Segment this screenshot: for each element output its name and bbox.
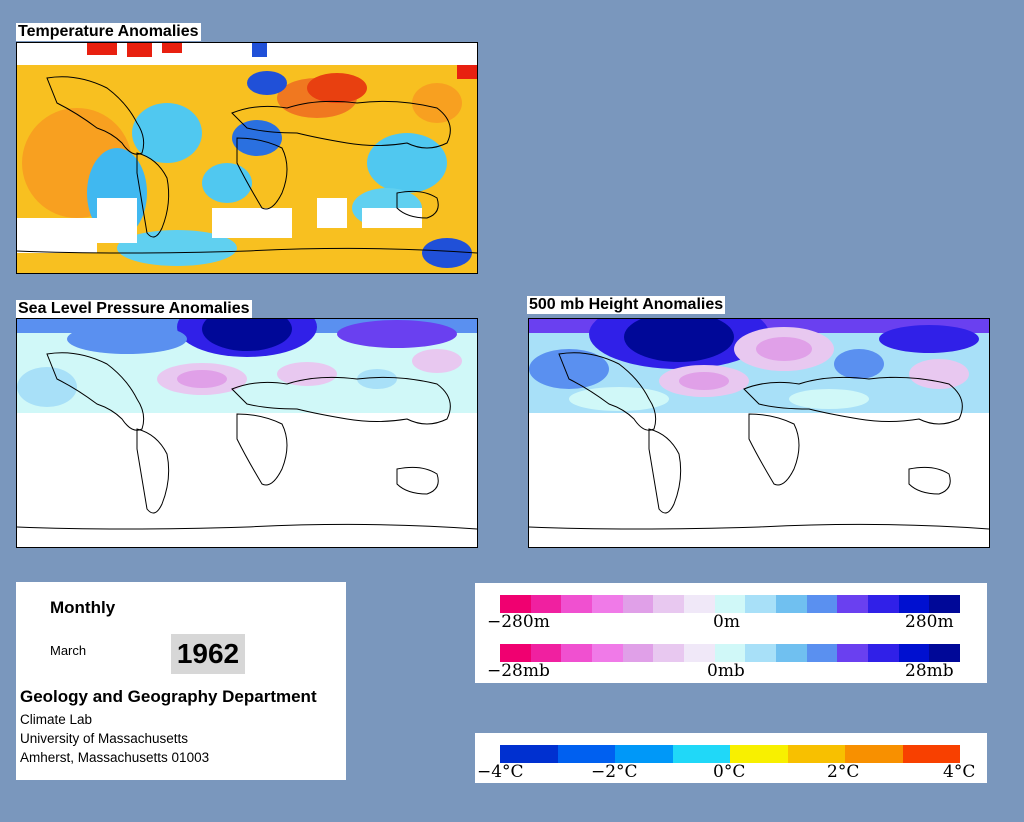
temp-label-4: 4°C bbox=[943, 762, 976, 782]
temp-swatch bbox=[672, 745, 730, 763]
coastlines bbox=[17, 76, 477, 254]
slp-swatch bbox=[653, 644, 685, 662]
temp-swatch bbox=[845, 745, 903, 763]
height-label-min: −280m bbox=[487, 612, 550, 632]
temp-swatch bbox=[787, 745, 845, 763]
slp-swatch bbox=[592, 644, 623, 662]
slp-swatch bbox=[806, 644, 838, 662]
height-label-max: 280m bbox=[905, 612, 954, 632]
temp-swatch bbox=[615, 745, 673, 763]
temp-swatch bbox=[730, 745, 788, 763]
year-label: 1962 bbox=[171, 634, 245, 674]
slp-label-zero: 0mb bbox=[707, 661, 745, 681]
slp-swatch bbox=[745, 644, 777, 662]
temperature-field bbox=[17, 43, 477, 268]
slp-swatch bbox=[561, 644, 593, 662]
period-label: Monthly bbox=[50, 598, 116, 617]
height-field bbox=[529, 319, 989, 413]
temp-label-1: −2°C bbox=[591, 762, 638, 782]
height-label-zero: 0m bbox=[713, 612, 740, 632]
temp-swatch bbox=[500, 745, 558, 763]
slp-color-bar bbox=[500, 644, 961, 662]
temp-swatch bbox=[902, 745, 960, 763]
slp-swatch bbox=[500, 644, 531, 662]
slp-swatch bbox=[684, 644, 715, 662]
slp-swatch bbox=[776, 644, 807, 662]
anomaly-legends: −280m 0m 280m −28mb 0mb 28mb bbox=[475, 583, 987, 683]
height-anomalies-title: 500 mb Height Anomalies bbox=[527, 296, 726, 314]
height-swatch bbox=[868, 595, 899, 613]
temperature-legend: −4°C −2°C 0°C 2°C 4°C bbox=[475, 733, 987, 783]
height-color-bar bbox=[500, 595, 961, 613]
height-swatch bbox=[745, 595, 777, 613]
temperature-anomaly-map bbox=[16, 42, 478, 274]
height-swatch bbox=[653, 595, 685, 613]
slp-swatch bbox=[837, 644, 869, 662]
address: Amherst, Massachusetts 01003 bbox=[20, 750, 210, 765]
slp-swatch bbox=[898, 644, 930, 662]
info-box: Monthly March 1962 Geology and Geography… bbox=[16, 582, 346, 780]
slp-swatch bbox=[868, 644, 899, 662]
sea-level-pressure-anomaly-map bbox=[16, 318, 478, 548]
temperature-anomalies-title: Temperature Anomalies bbox=[16, 23, 201, 41]
height-swatch bbox=[714, 595, 746, 613]
coastlines bbox=[17, 352, 477, 530]
height-swatch bbox=[500, 595, 531, 613]
slp-label-max: 28mb bbox=[905, 661, 954, 681]
height-swatch bbox=[530, 595, 562, 613]
lab-name: Climate Lab bbox=[20, 712, 93, 727]
height-swatch bbox=[622, 595, 654, 613]
height-swatch bbox=[898, 595, 930, 613]
slp-swatch bbox=[622, 644, 654, 662]
month-label: March bbox=[50, 643, 87, 658]
height-swatch bbox=[776, 595, 807, 613]
height-swatch bbox=[929, 595, 961, 613]
temp-label-3: 2°C bbox=[827, 762, 860, 782]
university-name: University of Massachusetts bbox=[20, 731, 189, 746]
slp-label-min: −28mb bbox=[487, 661, 550, 681]
temp-swatch bbox=[557, 745, 615, 763]
slp-swatch bbox=[929, 644, 961, 662]
department-name: Geology and Geography Department bbox=[20, 687, 317, 706]
height-swatch bbox=[837, 595, 869, 613]
height-swatch bbox=[684, 595, 715, 613]
height-swatch bbox=[806, 595, 838, 613]
temp-label-2: 0°C bbox=[713, 762, 746, 782]
height-swatch bbox=[592, 595, 623, 613]
sea-level-pressure-anomalies-title: Sea Level Pressure Anomalies bbox=[16, 300, 252, 318]
slp-swatch bbox=[714, 644, 746, 662]
coastlines bbox=[529, 352, 989, 530]
temperature-color-bar bbox=[500, 745, 960, 763]
pressure-field bbox=[17, 319, 477, 413]
height-anomaly-map bbox=[528, 318, 990, 548]
height-swatch bbox=[561, 595, 593, 613]
temp-label-0: −4°C bbox=[477, 762, 524, 782]
slp-swatch bbox=[530, 644, 562, 662]
